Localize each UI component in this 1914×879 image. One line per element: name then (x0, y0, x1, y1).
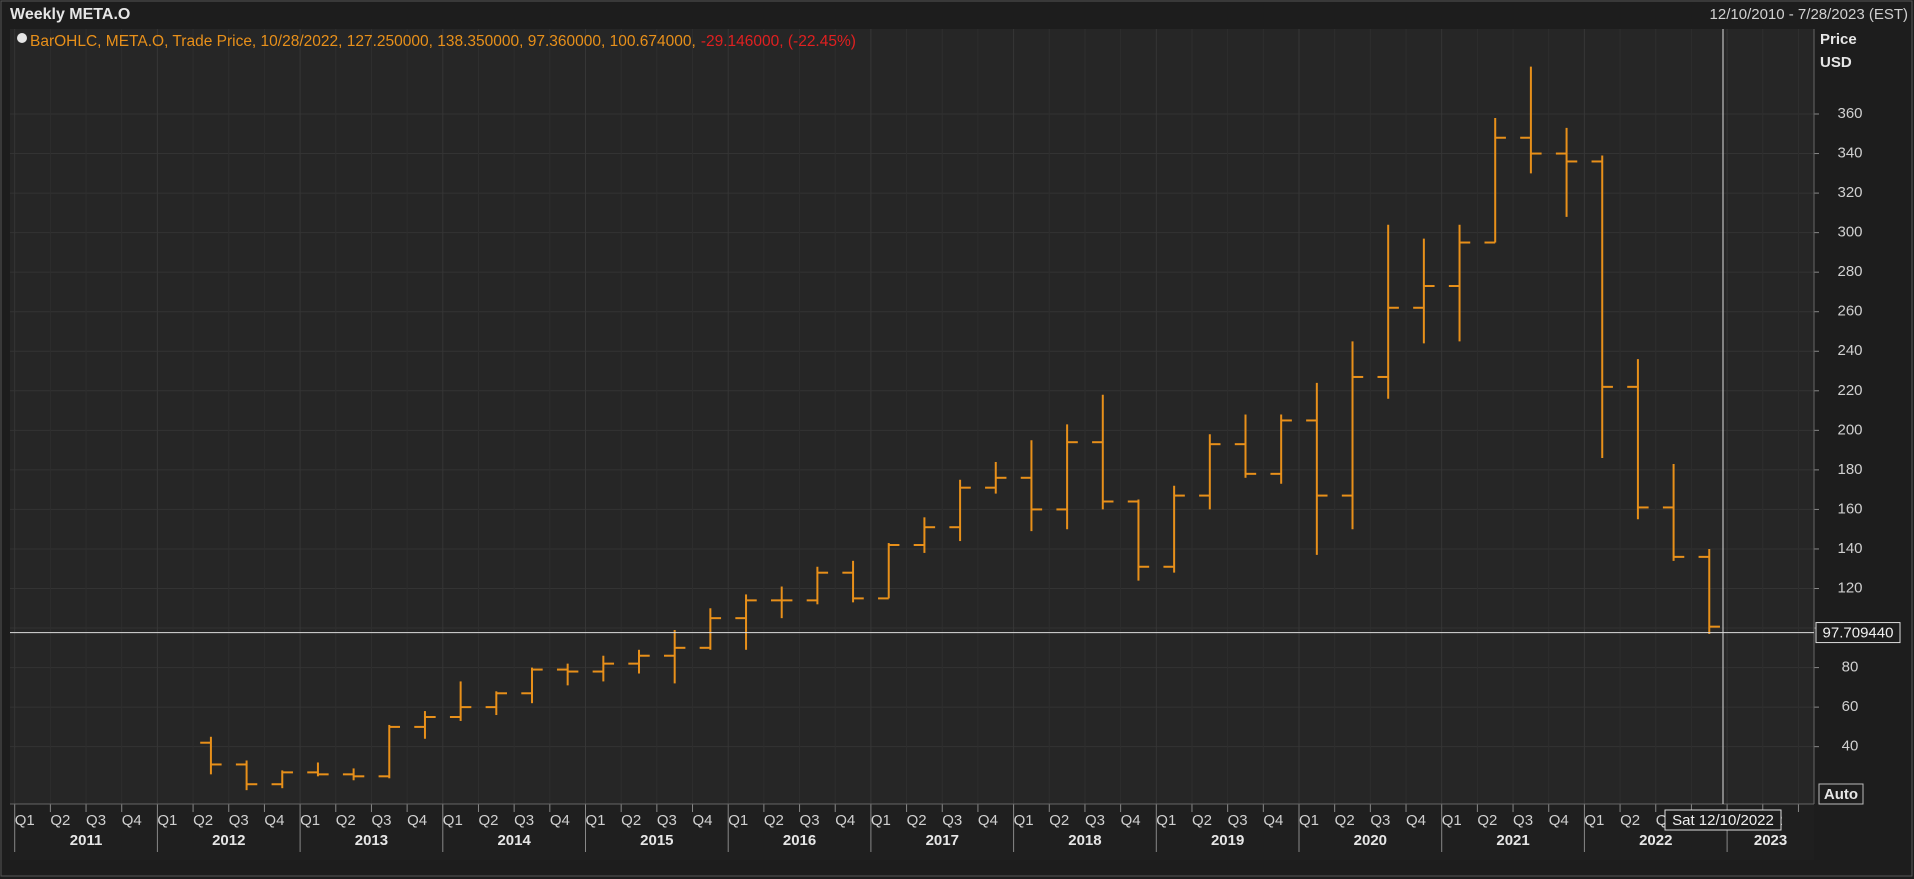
scale-mode[interactable]: Auto (1824, 786, 1858, 803)
x-year-label: 2019 (1211, 832, 1244, 849)
y-tick-label: 40 (1842, 738, 1859, 755)
crosshair-date: Sat 12/10/2022 (1672, 812, 1774, 829)
x-year-label: 2016 (783, 832, 816, 849)
x-tick-label: Q1 (15, 812, 35, 829)
x-tick-label: Q2 (478, 812, 498, 829)
x-tick-label: Q3 (1228, 812, 1248, 829)
x-tick-label: Q2 (1335, 812, 1355, 829)
x-tick-label: Q2 (1620, 812, 1640, 829)
x-tick-label: Q4 (264, 812, 284, 829)
x-tick-label: Q4 (1121, 812, 1141, 829)
x-year-label: 2023 (1754, 832, 1787, 849)
x-tick-label: Q2 (764, 812, 784, 829)
y-tick-label: 260 (1837, 303, 1862, 320)
x-tick-label: Q3 (657, 812, 677, 829)
x-tick-label: Q4 (550, 812, 570, 829)
x-tick-label: Q1 (1299, 812, 1319, 829)
legend-text: BarOHLC, META.O, Trade Price, 10/28/2022… (30, 33, 696, 50)
chart-title: Weekly META.O (10, 6, 130, 23)
y-tick-label: 240 (1837, 342, 1862, 359)
x-tick-label: Q3 (1370, 812, 1390, 829)
x-tick-label: Q4 (835, 812, 855, 829)
legend-icon (17, 33, 27, 43)
y-tick-label: 140 (1837, 540, 1862, 557)
x-tick-label: Q1 (443, 812, 463, 829)
x-tick-label: Q2 (621, 812, 641, 829)
ohlc-bars (200, 66, 1720, 791)
y-tick-label: 200 (1837, 421, 1862, 438)
y-tick-label: 180 (1837, 461, 1862, 478)
x-tick-label: Q2 (907, 812, 927, 829)
x-tick-label: Q3 (514, 812, 534, 829)
x-tick-label: Q2 (1049, 812, 1069, 829)
x-year-label: 2021 (1496, 832, 1529, 849)
x-tick-label: Q4 (978, 812, 998, 829)
x-tick-label: Q1 (1156, 812, 1176, 829)
x-tick-label: Q1 (585, 812, 605, 829)
x-tick-label: Q1 (1442, 812, 1462, 829)
x-tick-label: Q4 (122, 812, 142, 829)
y-tick-label: 340 (1837, 145, 1862, 162)
crosshair-date-box (1664, 809, 1782, 831)
x-tick-label: Q3 (1085, 812, 1105, 829)
x-tick-label: Q4 (1263, 812, 1283, 829)
x-tick-label: Q4 (693, 812, 713, 829)
x-tick-label: Q3 (800, 812, 820, 829)
x-year-label: 2014 (497, 832, 531, 849)
x-tick-label: Q2 (1477, 812, 1497, 829)
x-tick-label: Q3 (229, 812, 249, 829)
x-tick-label: Q3 (86, 812, 106, 829)
crosshair-value-box (1815, 622, 1901, 644)
x-tick-label: Q4 (407, 812, 427, 829)
y-tick-label: 160 (1837, 500, 1862, 517)
x-tick-label: Q1 (157, 812, 177, 829)
x-tick-label: Q4 (1406, 812, 1426, 829)
y-tick-label: 80 (1842, 659, 1859, 676)
crosshair-value: 97.709440 (1823, 625, 1894, 642)
x-year-label: 2015 (640, 832, 673, 849)
y-tick-label: 120 (1837, 579, 1862, 596)
scale-mode-box[interactable] (1818, 783, 1864, 805)
x-year-label: 2018 (1068, 832, 1101, 849)
x-tick-label: Q4 (1549, 812, 1569, 829)
x-tick-label: Q1 (728, 812, 748, 829)
y-tick-label: 280 (1837, 263, 1862, 280)
date-range: 12/10/2010 - 7/28/2023 (EST) (1710, 6, 1908, 23)
x-tick-label: Q2 (1192, 812, 1212, 829)
grid (10, 29, 1814, 804)
x-axis-area (10, 804, 1814, 860)
y-tick-label: 300 (1837, 224, 1862, 241)
x-year-label: 2020 (1354, 832, 1387, 849)
x-year-label: 2011 (70, 832, 103, 849)
x-year-label: 2017 (926, 832, 959, 849)
y-axis-unit: USD (1820, 54, 1852, 71)
x-year-label: 2013 (355, 832, 388, 849)
x-tick-label: Q2 (193, 812, 213, 829)
x-tick-label: Q1 (300, 812, 320, 829)
x-tick-label: Q2 (50, 812, 70, 829)
x-tick-label: Q3 (1513, 812, 1533, 829)
x-tick-label: Q2 (336, 812, 356, 829)
x-year-label: 2012 (212, 832, 245, 849)
x-tick-label: Q3 (942, 812, 962, 829)
y-tick-label: 320 (1837, 184, 1862, 201)
x-year-label: 2022 (1639, 832, 1672, 849)
x-tick-label: Q1 (1584, 812, 1604, 829)
y-axis-label: Price (1820, 31, 1857, 48)
x-tick-label: Q1 (871, 812, 891, 829)
legend-change: -29.146000, (-22.45%) (701, 33, 856, 50)
x-tick-label: Q3 (371, 812, 391, 829)
y-tick-label: 60 (1842, 698, 1859, 715)
y-tick-label: 220 (1837, 382, 1862, 399)
plot-area (10, 29, 1814, 804)
y-tick-label: 360 (1837, 105, 1862, 122)
x-tick-label: Q1 (1014, 812, 1034, 829)
